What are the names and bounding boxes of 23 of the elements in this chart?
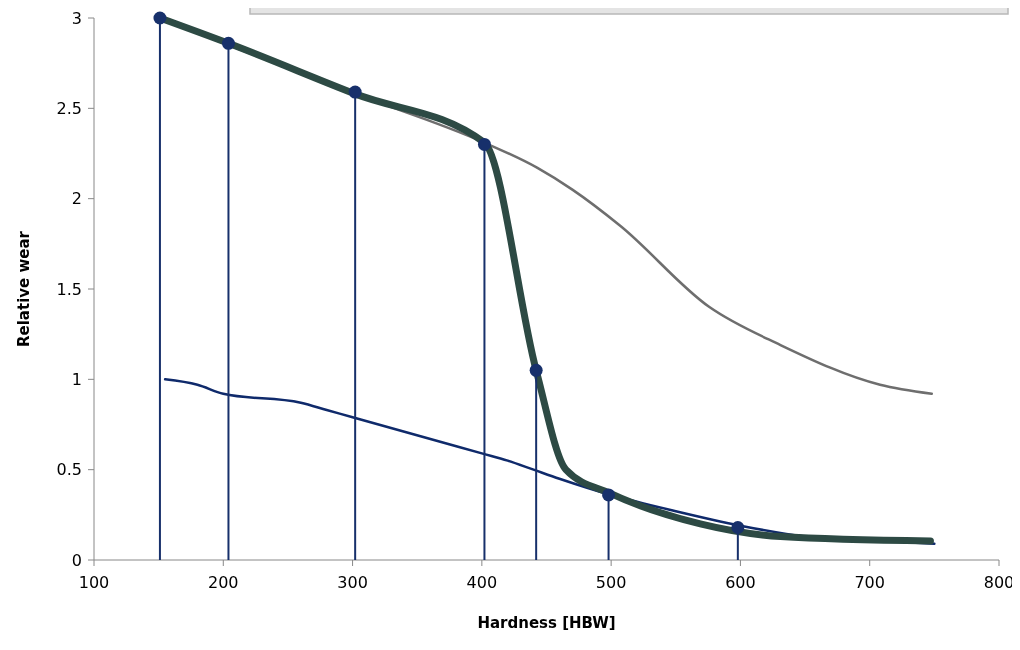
- x-tick-label: 500: [595, 573, 627, 592]
- y-tick-label: 2: [71, 189, 82, 209]
- x-axis-title: Hardness [HBW]: [477, 614, 616, 632]
- y-tick-label: 1: [71, 369, 82, 389]
- point: [348, 85, 362, 99]
- point: [153, 11, 167, 25]
- point: [529, 363, 543, 377]
- y-axis-title: Relative wear: [15, 230, 34, 348]
- y-tick-label: 3: [71, 8, 82, 28]
- point: [602, 488, 616, 502]
- y-tick-label: 1.5: [56, 279, 82, 299]
- x-tick-label: 700: [854, 573, 885, 592]
- y-tick-label: 0.5: [56, 460, 82, 480]
- point: [731, 520, 745, 534]
- y-tick-label: 2.5: [56, 98, 82, 118]
- x-tick-label: 100: [78, 573, 110, 592]
- x-tick-label: 400: [466, 573, 498, 592]
- x-tick-label: 600: [725, 573, 756, 592]
- point: [477, 137, 491, 151]
- x-tick-label: 200: [208, 573, 239, 592]
- y-tick-label: 0: [71, 550, 82, 570]
- x-tick-label: 300: [337, 573, 368, 592]
- point: [221, 36, 235, 50]
